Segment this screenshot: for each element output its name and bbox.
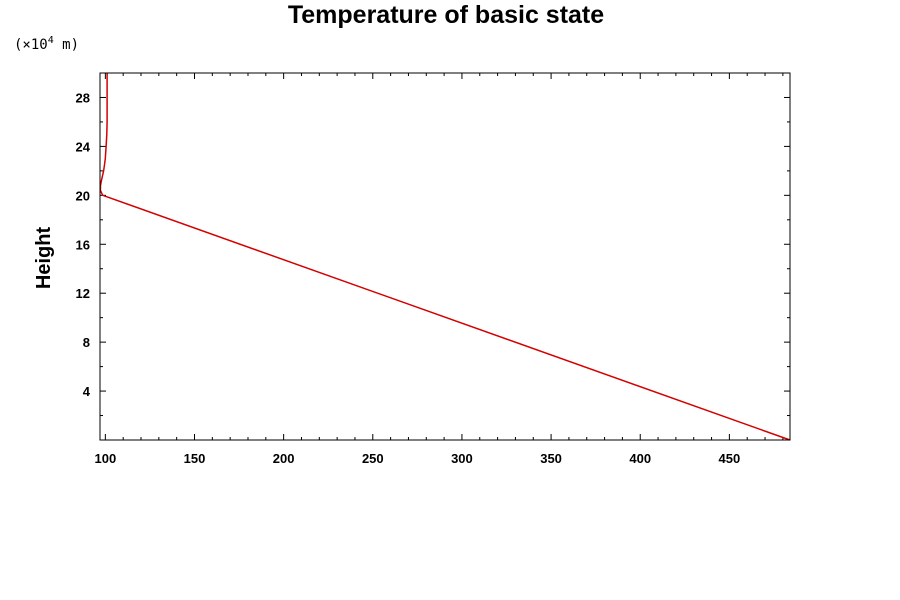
x-tick-label: 350 <box>540 451 562 466</box>
y-axis-label: Height <box>33 227 55 290</box>
temperature-profile-line <box>99 73 791 441</box>
y-tick-label: 8 <box>83 335 90 350</box>
y-tick-label: 20 <box>76 188 90 203</box>
y-axis-unit: (×104 m) <box>14 35 79 53</box>
y-tick-label: 16 <box>76 237 90 252</box>
axis-ticks <box>100 73 790 440</box>
chart-title: Temperature of basic state <box>288 1 604 29</box>
x-tick-label: 100 <box>94 451 116 466</box>
axis-tick-labels: 100 150 200 250 300 350 400 450 4 8 12 16 20 24 28 <box>76 90 741 466</box>
y-unit-base: (×10 <box>14 37 48 53</box>
x-tick-label: 150 <box>184 451 206 466</box>
plot-frame <box>99 72 791 441</box>
y-tick-label: 12 <box>76 286 90 301</box>
y-tick-label: 28 <box>76 90 90 105</box>
y-unit-suffix: m) <box>54 37 79 53</box>
x-tick-label: 200 <box>273 451 295 466</box>
x-tick-label: 300 <box>451 451 473 466</box>
x-tick-label: 400 <box>629 451 651 466</box>
y-tick-label: 4 <box>83 384 91 399</box>
x-tick-label: 250 <box>362 451 384 466</box>
x-tick-label: 450 <box>719 451 741 466</box>
y-tick-label: 24 <box>76 139 91 154</box>
y-unit-exponent: 4 <box>48 35 54 46</box>
data-series <box>99 73 791 441</box>
